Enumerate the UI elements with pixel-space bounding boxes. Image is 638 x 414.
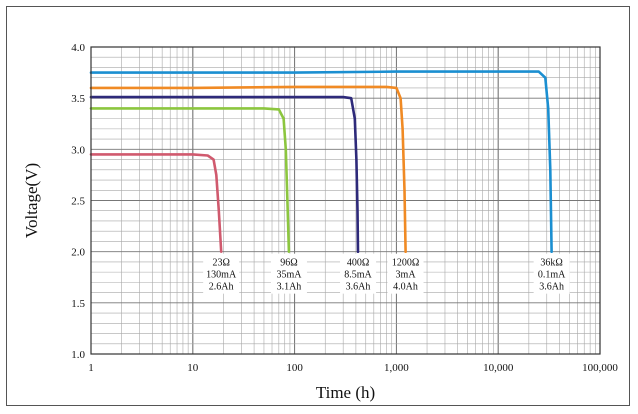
y-tick-label: 1.0: [71, 349, 85, 361]
curve-label-background: [387, 253, 424, 294]
x-tick-label: 10,000: [483, 362, 514, 374]
voltage-time-chart: 23Ω130mA2.6Ah96Ω35mA3.1Ah400Ω8.5mA3.6Ah1…: [22, 42, 618, 402]
grid: [90, 46, 601, 355]
curve-label-line: 4.0Ah: [393, 282, 418, 293]
curve-label-line: 8.5mA: [344, 270, 372, 281]
x-tick-label: 1,000: [384, 362, 409, 374]
curve-label-line: 1200Ω: [392, 258, 419, 269]
curve-label-background: [270, 253, 307, 294]
x-axis-title: Time (h): [316, 383, 375, 402]
x-tick-label: 1: [88, 362, 94, 374]
curve-label-background: [203, 253, 240, 294]
curve-label-line: 3.1Ah: [277, 282, 302, 293]
series-line: [89, 153, 223, 253]
chart-frame: 23Ω 130mA 2.6Ah 96Ω 35mA 3.1Ah 400Ω 8.5mA 3.6Ah 1…: [6, 6, 630, 406]
curve-label-line: 130mA: [206, 270, 237, 281]
y-tick-label: 3.5: [71, 93, 85, 105]
x-tick-label: 100: [286, 362, 303, 374]
series-line: [89, 107, 291, 253]
series-line: [89, 95, 360, 253]
plot-area-border: [90, 46, 601, 355]
x-tick-label: 10: [187, 362, 199, 374]
curve-label-line: 36kΩ: [540, 258, 562, 269]
y-tick-label: 1.5: [71, 298, 85, 310]
curve-label-line: 3.6Ah: [346, 282, 371, 293]
curve-label-line: 23Ω: [212, 258, 229, 269]
y-tick-label: 3.0: [71, 144, 85, 156]
y-axis-title: Voltage(V): [22, 163, 41, 238]
curve-labels: 23Ω130mA2.6Ah96Ω35mA3.1Ah400Ω8.5mA3.6Ah1…: [203, 253, 570, 294]
x-tick-label: 100,000: [582, 362, 618, 374]
curve-label-line: 0.1mA: [538, 270, 566, 281]
curve-label-line: 3mA: [396, 270, 417, 281]
tick-labels: 1 10 100 1,000 10,000 100,000 1.0 1.5 2.0 2.5 3.0 3…: [71, 42, 618, 374]
curve-label-line: 3.6Ah: [539, 282, 564, 293]
y-tick-label: 2.0: [71, 247, 85, 259]
series-line: [89, 70, 553, 253]
curve-label-background: [340, 253, 377, 294]
curve-label-line: 2.6Ah: [209, 282, 234, 293]
series-lines: [89, 70, 553, 253]
curve-label-line: 96Ω: [280, 258, 297, 269]
curve-label-line: 35mA: [276, 270, 302, 281]
y-tick-label: 2.5: [71, 196, 85, 208]
curve-label-line: 400Ω: [347, 258, 369, 269]
curve-label-background: [533, 253, 570, 294]
y-tick-label: 4.0: [71, 42, 85, 54]
series-line: [89, 85, 407, 253]
